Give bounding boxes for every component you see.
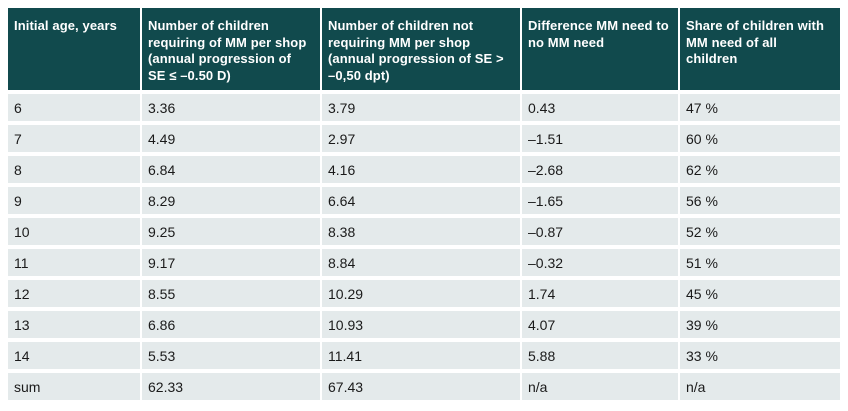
table-row: 8 6.84 4.16 –2.68 62 % bbox=[8, 156, 840, 183]
table-cell: 4.07 bbox=[522, 311, 678, 338]
table-cell: 8.84 bbox=[322, 249, 520, 276]
table-cell: –0.32 bbox=[522, 249, 678, 276]
table-row: 14 5.53 11.41 5.88 33 % bbox=[8, 342, 840, 369]
table-cell: 3.79 bbox=[322, 94, 520, 121]
table-cell: –1.51 bbox=[522, 125, 678, 152]
table-cell: 9.17 bbox=[142, 249, 320, 276]
table-cell: 56 % bbox=[680, 187, 840, 214]
table-cell: 11.41 bbox=[322, 342, 520, 369]
column-header-initial-age: Initial age, years bbox=[8, 8, 140, 90]
table-cell: –0.87 bbox=[522, 218, 678, 245]
table-cell: 7 bbox=[8, 125, 140, 152]
table-cell: 6.84 bbox=[142, 156, 320, 183]
table-cell: 9 bbox=[8, 187, 140, 214]
table-cell: 0.43 bbox=[522, 94, 678, 121]
table-cell: 62.33 bbox=[142, 373, 320, 400]
table-cell: n/a bbox=[522, 373, 678, 400]
column-header-children-requiring: Number of children requiring of MM per s… bbox=[142, 8, 320, 90]
table-cell: 10.93 bbox=[322, 311, 520, 338]
table-cell: n/a bbox=[680, 373, 840, 400]
table-cell: 10 bbox=[8, 218, 140, 245]
table-cell: 39 % bbox=[680, 311, 840, 338]
table-row: 9 8.29 6.64 –1.65 56 % bbox=[8, 187, 840, 214]
table-cell: 4.16 bbox=[322, 156, 520, 183]
table-row: 6 3.36 3.79 0.43 47 % bbox=[8, 94, 840, 121]
table-cell: 8 bbox=[8, 156, 140, 183]
table-cell: 8.38 bbox=[322, 218, 520, 245]
table-cell: 5.53 bbox=[142, 342, 320, 369]
table-row: 7 4.49 2.97 –1.51 60 % bbox=[8, 125, 840, 152]
table-cell: 3.36 bbox=[142, 94, 320, 121]
table-cell: 8.55 bbox=[142, 280, 320, 307]
column-header-share: Share of children with MM need of all ch… bbox=[680, 8, 840, 90]
table-cell: sum bbox=[8, 373, 140, 400]
table-cell: 33 % bbox=[680, 342, 840, 369]
table-cell: 6.86 bbox=[142, 311, 320, 338]
table-row: 11 9.17 8.84 –0.32 51 % bbox=[8, 249, 840, 276]
table-body: 6 3.36 3.79 0.43 47 % 7 4.49 2.97 –1.51 60 % 8 6.84… bbox=[8, 94, 840, 400]
table-cell: 1.74 bbox=[522, 280, 678, 307]
mm-need-table: Initial age, years Number of children re… bbox=[6, 4, 842, 404]
table-cell: 9.25 bbox=[142, 218, 320, 245]
table-header: Initial age, years Number of children re… bbox=[8, 8, 840, 90]
column-header-difference: Difference MM need to no MM need bbox=[522, 8, 678, 90]
table-cell: 2.97 bbox=[322, 125, 520, 152]
table-cell: 5.88 bbox=[522, 342, 678, 369]
table-cell: 12 bbox=[8, 280, 140, 307]
table-cell: 45 % bbox=[680, 280, 840, 307]
table-cell: 67.43 bbox=[322, 373, 520, 400]
table-cell: –2.68 bbox=[522, 156, 678, 183]
table-row: 13 6.86 10.93 4.07 39 % bbox=[8, 311, 840, 338]
table-cell: 4.49 bbox=[142, 125, 320, 152]
table-cell: 13 bbox=[8, 311, 140, 338]
header-row: Initial age, years Number of children re… bbox=[8, 8, 840, 90]
table-cell: 6 bbox=[8, 94, 140, 121]
table-cell: 8.29 bbox=[142, 187, 320, 214]
table-row: sum 62.33 67.43 n/a n/a bbox=[8, 373, 840, 400]
table-row: 10 9.25 8.38 –0.87 52 % bbox=[8, 218, 840, 245]
table-cell: 47 % bbox=[680, 94, 840, 121]
table-cell: 51 % bbox=[680, 249, 840, 276]
table-cell: –1.65 bbox=[522, 187, 678, 214]
table-cell: 10.29 bbox=[322, 280, 520, 307]
table-cell: 11 bbox=[8, 249, 140, 276]
table-row: 12 8.55 10.29 1.74 45 % bbox=[8, 280, 840, 307]
table-cell: 6.64 bbox=[322, 187, 520, 214]
table-cell: 60 % bbox=[680, 125, 840, 152]
table-cell: 14 bbox=[8, 342, 140, 369]
table-cell: 52 % bbox=[680, 218, 840, 245]
table-cell: 62 % bbox=[680, 156, 840, 183]
column-header-children-not-requiring: Number of children not requiring MM per … bbox=[322, 8, 520, 90]
